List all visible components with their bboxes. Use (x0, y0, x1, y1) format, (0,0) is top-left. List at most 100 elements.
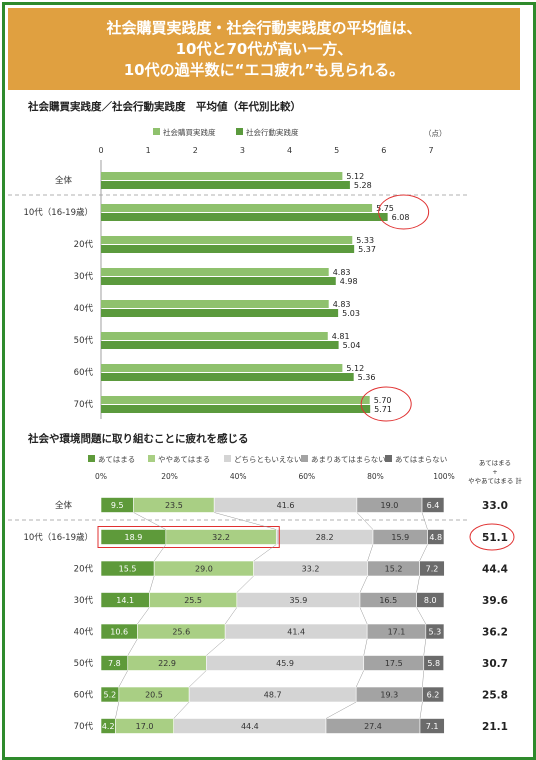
segment-label: 8.0 (424, 596, 437, 605)
segment-label: 19.3 (380, 691, 398, 700)
segment-label: 5.8 (427, 659, 440, 668)
total-value: 33.0 (482, 500, 508, 512)
segment-label: 7.2 (426, 565, 439, 574)
headline-line-2: 10代と70代が高い一方、 (175, 39, 353, 58)
x-tick-label: 80% (367, 472, 384, 481)
segment-label: 5.2 (104, 691, 117, 700)
category-label: 20代 (74, 239, 94, 250)
stacked-segment (416, 592, 445, 608)
x-tick-label: 20% (161, 472, 178, 481)
headline-line-1: 社会購買実践度・社会行動実践度の平均値は、 (106, 18, 422, 37)
connector-line (416, 575, 420, 593)
connector-line (188, 670, 207, 688)
data-label: 5.28 (354, 181, 372, 190)
x-tick-label: 5 (334, 146, 339, 155)
category-label: 70代 (74, 721, 94, 732)
category-label: 10代（16-19歳） (23, 207, 93, 218)
segment-label: 5.3 (429, 628, 442, 637)
legend-label: あてはまる (98, 455, 135, 464)
stacked-segment (419, 718, 445, 734)
data-label: 5.04 (343, 341, 361, 350)
connector-line (153, 544, 167, 562)
bar (101, 341, 339, 349)
data-label: 4.81 (332, 332, 350, 341)
highlight-circle (378, 194, 430, 230)
segment-label: 23.5 (165, 501, 183, 510)
bar (101, 396, 370, 404)
total-value: 39.6 (482, 595, 508, 607)
segment-label: 16.5 (379, 596, 397, 605)
connector-line (423, 638, 427, 656)
segment-label: 15.2 (385, 565, 403, 574)
category-label: 50代 (74, 335, 94, 346)
category-label: 全体 (55, 500, 73, 511)
legend-swatch (224, 455, 231, 462)
connector-line (214, 512, 277, 530)
bar (101, 204, 373, 212)
x-tick-label: 0 (98, 146, 103, 155)
segment-label: 25.6 (172, 628, 190, 637)
segment-label: 22.9 (158, 659, 176, 668)
segment-label: 44.4 (241, 722, 259, 731)
segment-label: 45.9 (276, 659, 294, 668)
total-value: 25.8 (482, 690, 508, 702)
segment-label: 17.5 (385, 659, 403, 668)
connector-line (421, 512, 428, 530)
legend-swatch (301, 455, 308, 462)
x-tick-label: 4 (287, 146, 292, 155)
chart2-title: 社会や環境問題に取り組むことに疲れを感じる (28, 433, 249, 445)
data-label: 5.03 (342, 309, 360, 318)
bar (101, 236, 353, 244)
stacked-segment (425, 623, 445, 640)
category-label: 20代 (74, 564, 94, 575)
segment-label: 7.1 (426, 722, 439, 731)
highlight-box (97, 526, 280, 548)
connector-line (363, 638, 368, 656)
bar (101, 405, 371, 413)
segment-label: 15.5 (119, 565, 137, 574)
segment-label: 25.5 (184, 596, 202, 605)
bar (101, 373, 354, 381)
data-label: 5.71 (374, 405, 392, 414)
stacked-segment (423, 655, 444, 671)
segment-label: 48.7 (264, 691, 282, 700)
legend-swatch (385, 455, 392, 462)
segment-label: 17.1 (388, 628, 406, 637)
connector-line (419, 701, 423, 719)
x-tick-label: 7 (428, 146, 433, 155)
bar (101, 268, 329, 276)
data-label: 5.37 (358, 245, 376, 254)
segment-label: 6.4 (427, 501, 440, 510)
category-label: 30代 (74, 271, 94, 282)
connector-line (224, 607, 238, 625)
segment-label: 29.0 (195, 565, 213, 574)
totals-header: ややあてはまる 計 (468, 476, 522, 485)
x-tick-label: 2 (193, 146, 198, 155)
legend-label: あてはまらない (395, 455, 447, 464)
data-label: 4.83 (333, 268, 351, 277)
x-tick-label: 60% (298, 472, 315, 481)
connector-line (422, 670, 425, 688)
segment-label: 32.2 (212, 533, 230, 542)
segment-label: 6.2 (427, 691, 440, 700)
stacked-segment (427, 529, 445, 545)
segment-label: 19.0 (381, 501, 399, 510)
data-label: 5.12 (346, 364, 364, 373)
category-label: 40代 (74, 303, 94, 314)
stacked-segment (421, 497, 445, 513)
bar (101, 364, 343, 372)
legend-label: 社会行動実践度 (246, 127, 299, 137)
total-value: 30.7 (482, 658, 508, 670)
connector-line (149, 575, 155, 593)
data-label: 5.75 (376, 204, 394, 213)
bar (101, 172, 343, 180)
legend-swatch (153, 128, 160, 135)
segment-label: 9.5 (111, 501, 124, 510)
data-label: 5.33 (356, 236, 374, 245)
stacked-segment (419, 560, 445, 577)
total-value: 44.4 (482, 564, 508, 576)
connector-line (127, 638, 138, 656)
segment-label: 4.8 (429, 533, 442, 542)
legend-label: 社会購買実践度 (163, 127, 216, 137)
connector-line (173, 701, 190, 719)
